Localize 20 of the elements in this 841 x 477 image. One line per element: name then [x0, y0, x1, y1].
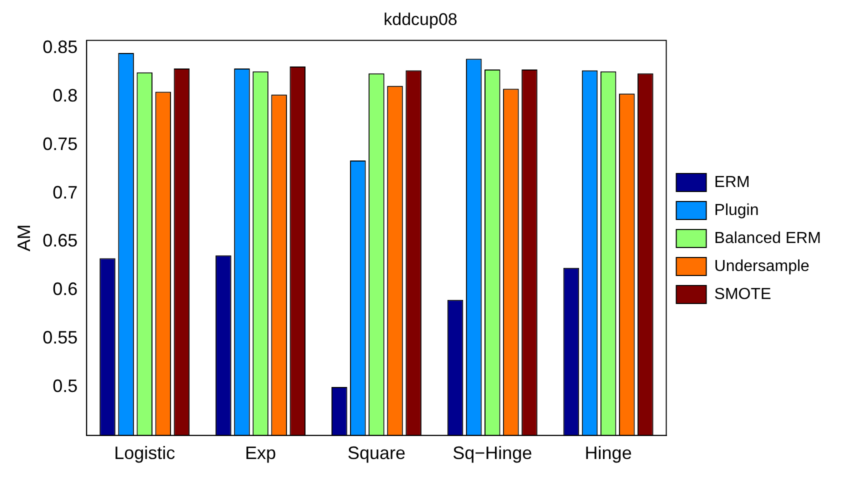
- legend-label: SMOTE: [714, 286, 772, 303]
- y-tick-label: 0.8: [52, 86, 78, 106]
- y-tick-label: 0.75: [42, 134, 78, 154]
- x-tick-label: Sq−Hinge: [452, 443, 532, 464]
- y-axis-title: AM: [14, 224, 34, 252]
- legend-label: ERM: [714, 174, 750, 191]
- y-tick-label: 0.65: [42, 230, 78, 251]
- chart-title: kddcup08: [384, 10, 458, 29]
- legend-label: Plugin: [714, 202, 759, 219]
- legend-label: Undersample: [714, 258, 810, 275]
- y-tick-label: 0.6: [52, 279, 78, 300]
- y-tick-label: 0.7: [52, 182, 78, 202]
- y-tick-label: 0.5: [52, 376, 78, 396]
- legend-label: Balanced ERM: [714, 230, 821, 247]
- x-tick-label: Exp: [245, 443, 276, 464]
- x-tick-label: Square: [347, 443, 406, 464]
- x-tick-label: Logistic: [114, 443, 176, 464]
- y-tick-label: 0.85: [42, 37, 78, 58]
- y-tick-label: 0.55: [42, 328, 78, 348]
- x-tick-label: Hinge: [584, 443, 632, 464]
